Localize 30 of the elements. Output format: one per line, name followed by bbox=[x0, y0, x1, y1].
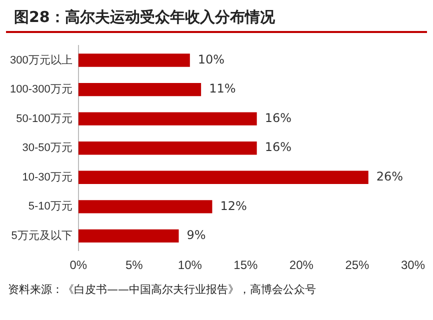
data-label: 10% bbox=[198, 52, 225, 66]
data-label: 9% bbox=[186, 228, 206, 242]
x-tick-label: 30% bbox=[400, 258, 426, 272]
y-tick-label: 100-300万元 bbox=[10, 84, 72, 96]
x-tick-label: 20% bbox=[289, 258, 314, 272]
bar bbox=[78, 142, 257, 155]
y-tick-label: 5万元及以下 bbox=[11, 228, 72, 242]
chart-title: 图28：高尔夫运动受众年收入分布情况 bbox=[6, 0, 427, 33]
bar bbox=[78, 82, 202, 96]
x-tick-label: 5% bbox=[125, 258, 144, 272]
bar bbox=[78, 54, 190, 67]
x-tick-label: 25% bbox=[345, 258, 370, 272]
data-label: 12% bbox=[220, 198, 247, 213]
data-label: 26% bbox=[376, 170, 404, 184]
y-tick-label: 300万元以上 bbox=[10, 53, 72, 66]
data-label: 16% bbox=[264, 140, 292, 154]
x-tick-label: 15% bbox=[234, 258, 258, 272]
y-tick-label: 5-10万元 bbox=[28, 200, 72, 213]
y-tick-label: 50-100万元 bbox=[16, 112, 72, 125]
bar bbox=[78, 170, 368, 184]
bar bbox=[78, 229, 179, 243]
bar bbox=[78, 112, 257, 126]
data-label: 16% bbox=[264, 110, 292, 125]
y-tick-label: 30-50万元 bbox=[22, 142, 72, 154]
text: 资料来源：《白皮书——中国高尔夫行业报告》，高博会公众号 bbox=[7, 282, 317, 298]
y-tick-label: 10-30万元 bbox=[22, 171, 72, 184]
x-tick-label: 0% bbox=[70, 258, 88, 272]
x-tick-label: 10% bbox=[178, 258, 202, 272]
bar bbox=[78, 200, 212, 214]
data-label: 11% bbox=[209, 82, 236, 96]
